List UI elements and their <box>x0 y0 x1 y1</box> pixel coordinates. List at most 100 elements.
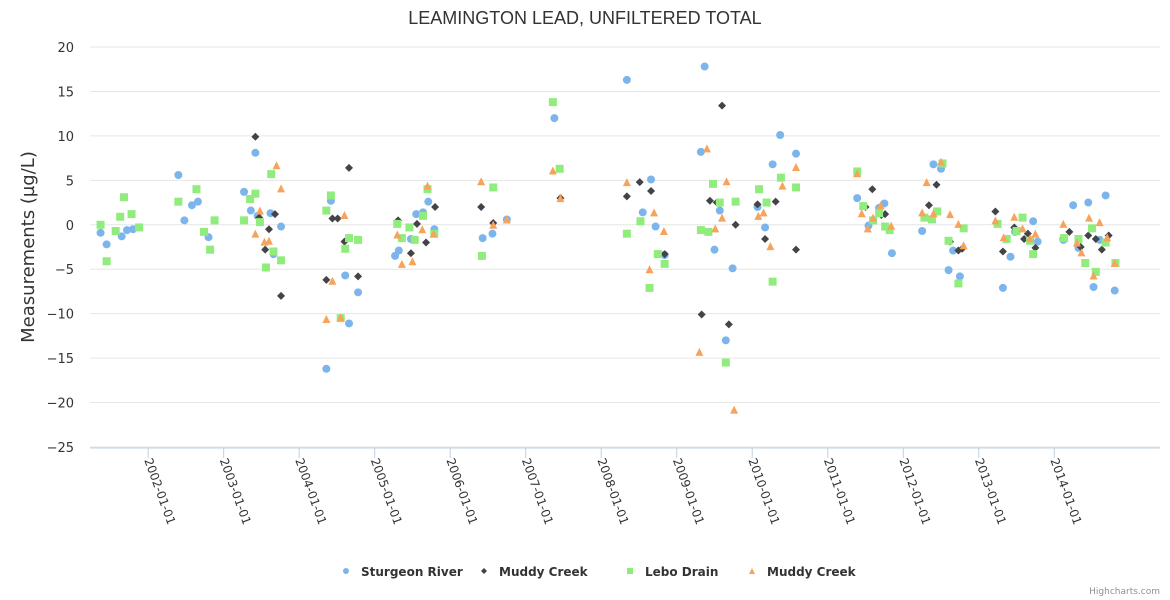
data-point-circle[interactable] <box>651 222 660 231</box>
data-point-diamond[interactable] <box>998 247 1007 256</box>
data-point-circle[interactable] <box>768 160 777 169</box>
data-point-triangle[interactable] <box>336 313 345 322</box>
data-point-circle[interactable] <box>918 227 927 235</box>
legend-item[interactable]: Muddy Creek <box>481 565 589 579</box>
data-point-triangle[interactable] <box>766 242 775 251</box>
data-point-square[interactable] <box>277 256 286 265</box>
data-point-circle[interactable] <box>696 147 705 156</box>
data-point-diamond[interactable] <box>924 201 933 210</box>
data-point-square[interactable] <box>116 212 125 221</box>
data-point-square[interactable] <box>881 222 890 231</box>
data-point-square[interactable] <box>1002 235 1011 243</box>
data-point-diamond[interactable] <box>991 207 1000 216</box>
data-point-triangle[interactable] <box>429 229 438 238</box>
data-point-square[interactable] <box>715 198 724 207</box>
data-point-triangle[interactable] <box>1089 271 1098 280</box>
data-point-square[interactable] <box>1088 224 1097 233</box>
data-point-diamond[interactable] <box>753 200 762 209</box>
data-point-square[interactable] <box>477 251 486 260</box>
data-point-circle[interactable] <box>1084 198 1093 207</box>
data-point-diamond[interactable] <box>271 210 280 219</box>
data-point-square[interactable] <box>419 211 428 220</box>
data-point-triangle[interactable] <box>272 161 281 170</box>
data-point-circle[interactable] <box>117 232 126 241</box>
data-point-triangle[interactable] <box>718 213 727 222</box>
data-point-square[interactable] <box>269 247 278 256</box>
data-point-circle[interactable] <box>721 336 730 345</box>
data-point-square[interactable] <box>345 234 354 243</box>
data-point-square[interactable] <box>322 206 331 215</box>
data-point-triangle[interactable] <box>887 221 896 230</box>
data-point-circle[interactable] <box>792 149 801 158</box>
data-point-square[interactable] <box>768 277 777 286</box>
data-point-circle[interactable] <box>240 187 249 196</box>
data-point-square[interactable] <box>341 244 350 253</box>
legend-label[interactable]: Muddy Creek <box>767 565 857 579</box>
data-point-square[interactable] <box>210 216 219 225</box>
data-point-square[interactable] <box>267 170 276 179</box>
data-point-circle[interactable] <box>1006 252 1015 261</box>
data-point-triangle[interactable] <box>991 216 1000 225</box>
data-point-square[interactable] <box>251 189 260 198</box>
data-point-square[interactable] <box>127 210 136 219</box>
data-point-square[interactable] <box>933 207 942 216</box>
data-point-circle[interactable] <box>412 210 421 219</box>
data-point-triangle[interactable] <box>999 233 1008 242</box>
data-point-square[interactable] <box>927 215 936 224</box>
data-point-square[interactable] <box>240 216 249 225</box>
data-point-circle[interactable] <box>394 246 403 255</box>
data-point-triangle[interactable] <box>397 259 406 268</box>
data-point-square[interactable] <box>354 235 363 244</box>
data-point-square[interactable] <box>762 198 771 207</box>
data-point-triangle[interactable] <box>322 315 331 323</box>
data-point-circle[interactable] <box>776 131 785 139</box>
data-point-square[interactable] <box>200 227 209 236</box>
data-point-circle[interactable] <box>354 288 363 297</box>
data-point-diamond[interactable] <box>761 235 770 243</box>
data-point-square[interactable] <box>174 197 183 206</box>
data-point-diamond[interactable] <box>932 180 941 189</box>
data-point-diamond[interactable] <box>660 250 669 259</box>
data-point-circle[interactable] <box>647 175 656 184</box>
data-point-square[interactable] <box>397 234 406 243</box>
data-point-square[interactable] <box>636 217 645 226</box>
data-point-square[interactable] <box>1012 227 1021 235</box>
data-point-circle[interactable] <box>715 206 724 215</box>
data-point-circle[interactable] <box>1069 201 1078 210</box>
data-point-square[interactable] <box>111 227 120 235</box>
data-point-square[interactable] <box>261 263 270 272</box>
data-point-square[interactable] <box>755 185 764 194</box>
data-point-square[interactable] <box>792 183 801 192</box>
data-point-triangle[interactable] <box>264 236 273 245</box>
data-point-diamond[interactable] <box>251 132 260 141</box>
data-point-square[interactable] <box>954 279 963 288</box>
data-point-circle[interactable] <box>929 160 938 169</box>
data-point-circle[interactable] <box>488 229 497 238</box>
data-point-triangle[interactable] <box>1072 238 1081 247</box>
data-point-triangle[interactable] <box>622 178 631 187</box>
data-point-triangle[interactable] <box>328 276 337 285</box>
data-point-circle[interactable] <box>174 171 183 179</box>
data-point-circle[interactable] <box>550 114 559 123</box>
data-point-circle[interactable] <box>123 226 132 235</box>
data-point-circle[interactable] <box>638 208 647 217</box>
data-point-triangle[interactable] <box>946 210 955 219</box>
data-point-square[interactable] <box>102 257 111 266</box>
data-point-triangle[interactable] <box>869 213 878 222</box>
data-point-square[interactable] <box>410 235 419 244</box>
data-point-triangle[interactable] <box>556 194 565 203</box>
data-point-square[interactable] <box>326 191 335 200</box>
data-point-triangle[interactable] <box>1077 248 1086 257</box>
data-point-square[interactable] <box>920 213 929 222</box>
data-point-triangle[interactable] <box>863 224 872 233</box>
data-point-circle[interactable] <box>728 264 737 273</box>
data-point-triangle[interactable] <box>1103 233 1112 242</box>
legend-marker-triangle-icon[interactable] <box>749 568 755 574</box>
data-point-square[interactable] <box>944 236 953 245</box>
data-point-square[interactable] <box>1091 267 1100 276</box>
data-point-diamond[interactable] <box>635 178 644 187</box>
data-point-square[interactable] <box>622 229 631 238</box>
data-point-diamond[interactable] <box>354 272 363 281</box>
data-point-circle[interactable] <box>700 62 709 71</box>
data-point-diamond[interactable] <box>771 197 780 206</box>
